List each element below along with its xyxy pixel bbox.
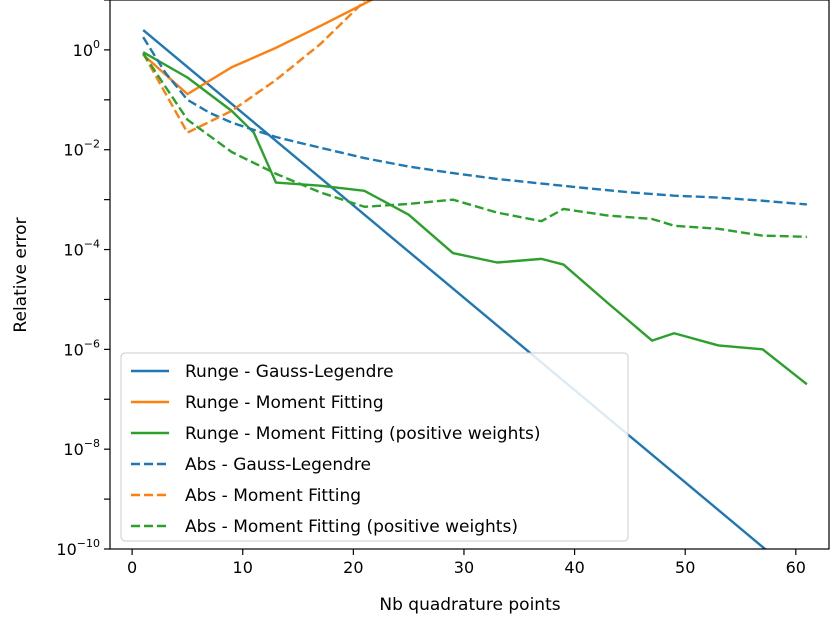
x-axis-label: Nb quadrature points [379,595,560,615]
x-tick-label: 30 [454,558,474,577]
y-axis-label: Relative error [11,217,31,332]
series-line-3 [142,36,807,206]
series-layer [142,0,808,549]
x-tick-label: 10 [233,558,253,577]
x-tick-label: 50 [675,558,695,577]
y-tick-label: 10−10 [56,537,100,559]
legend-label-0: Runge - Gauss-Legendre [185,362,394,382]
x-axis-ticks: 0 10 20 30 40 50 60 [127,549,806,577]
y-axis-ticks: 10−10 10−8 10−6 10−4 10−2 100 [56,0,110,559]
legend: Runge - Gauss-Legendre Runge - Moment Fit… [120,352,629,542]
x-tick-label: 20 [343,558,363,577]
x-tick-label: 0 [127,558,137,577]
legend-label-5: Abs - Moment Fitting (positive weights) [185,517,518,537]
legend-label-4: Abs - Moment Fitting [185,486,361,506]
series-line-0 [142,29,767,549]
axes-frame [109,0,830,550]
y-tick-label: 100 [73,38,100,60]
y-tick-label: 10−6 [63,337,100,359]
y-tick-label: 10−4 [63,238,100,260]
series-line-1 [142,0,375,96]
legend-box [120,352,629,542]
x-tick-label: 40 [564,558,584,577]
series-line-5 [142,52,807,239]
legend-label-1: Runge - Moment Fitting [185,393,384,413]
y-tick-label: 10−8 [63,437,100,459]
series-line-4 [142,0,366,134]
x-tick-label: 60 [786,558,806,577]
legend-label-3: Abs - Gauss-Legendre [185,455,371,475]
legend-label-2: Runge - Moment Fitting (positive weights… [185,424,541,444]
y-tick-label: 10−2 [63,138,100,160]
series-line-2 [142,51,808,386]
